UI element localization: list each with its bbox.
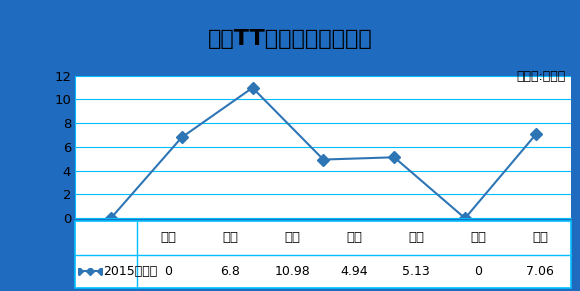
Text: 5.13: 5.13 [403,265,430,278]
Text: 北京: 北京 [161,231,176,244]
Text: 奥迪TT各地区优惠对比图: 奥迪TT各地区优惠对比图 [208,29,372,49]
Text: 4.94: 4.94 [340,265,368,278]
Text: 上海: 上海 [222,231,238,244]
Text: 长沙: 长沙 [284,231,300,244]
Text: （单位:万元）: （单位:万元） [516,70,566,83]
Text: 2015款优惠: 2015款优惠 [103,265,158,278]
Text: 成都: 成都 [532,231,548,244]
Text: 东莞: 东莞 [470,231,486,244]
Text: 佛山: 佛山 [408,231,425,244]
Text: 0: 0 [474,265,483,278]
Text: 0: 0 [164,265,172,278]
Text: 10.98: 10.98 [274,265,310,278]
Text: 7.06: 7.06 [527,265,554,278]
Text: 6.8: 6.8 [220,265,240,278]
Text: 广州: 广州 [346,231,362,244]
